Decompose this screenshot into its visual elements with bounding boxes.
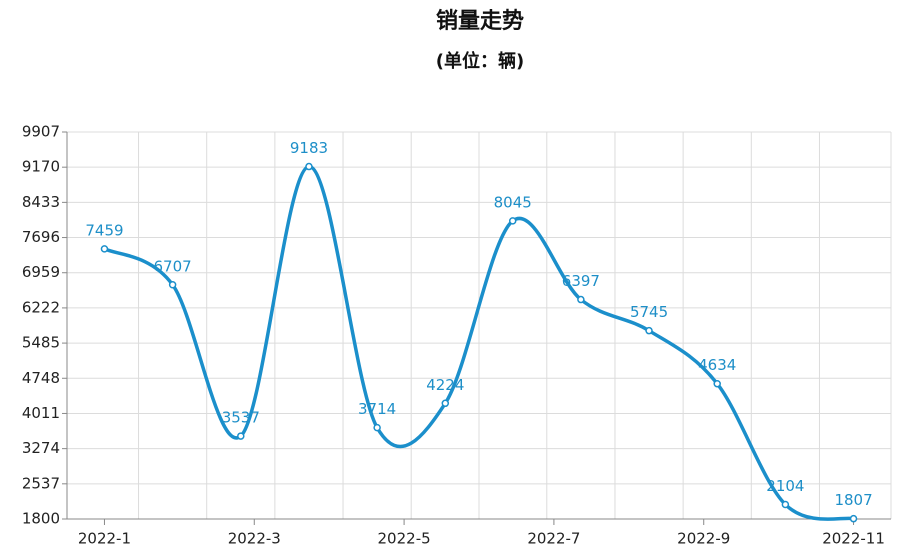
y-tick-label: 4011 (22, 404, 60, 422)
y-tick-label: 7696 (22, 228, 60, 246)
point (645, 326, 653, 335)
y-tick-label: 9907 (22, 123, 60, 141)
point (100, 245, 109, 253)
x-tick-label: 2022-11 (822, 530, 885, 548)
data-label: 4224 (426, 376, 464, 394)
point (305, 162, 313, 171)
x-tick-label: 2022-3 (228, 530, 281, 548)
point (577, 295, 585, 304)
point (508, 217, 517, 225)
y-tick-label: 5485 (22, 334, 60, 352)
data-label: 3714 (358, 400, 396, 418)
point (713, 379, 721, 388)
data-label: 4634 (698, 356, 736, 374)
data-label: 9183 (290, 139, 328, 157)
y-tick-label: 6222 (22, 298, 60, 316)
x-tick-label: 2022-1 (78, 530, 131, 548)
y-tick-label: 1800 (22, 510, 60, 528)
y-tick-label: 9170 (22, 158, 60, 176)
x-tick-label: 2022-9 (677, 530, 730, 548)
data-label: 8045 (494, 193, 532, 211)
data-label: 6707 (154, 257, 192, 275)
data-label: 5745 (630, 303, 668, 321)
point (237, 432, 245, 440)
chart-title: 销量走势 (436, 8, 524, 34)
point (441, 399, 450, 408)
data-label: 1807 (834, 491, 872, 509)
data-label: 7459 (85, 221, 123, 239)
point (373, 423, 381, 432)
line (103, 164, 854, 521)
y-tick-label: 8433 (22, 193, 60, 211)
point (781, 500, 790, 509)
y-tick-label: 2537 (22, 474, 60, 492)
chart-subtitle: (单位：辆) (436, 50, 524, 72)
y-tick-label: 3274 (22, 439, 60, 457)
point (168, 281, 177, 289)
data-label: 3537 (222, 409, 260, 427)
data-label: 6397 (562, 272, 600, 290)
x-tick-label: 2022-5 (378, 530, 431, 548)
data-label: 2104 (766, 477, 804, 495)
y-tick-label: 6959 (22, 263, 60, 281)
y-tick-label: 4748 (22, 369, 60, 387)
x-tick-label: 2022-7 (527, 530, 580, 548)
point (849, 514, 858, 523)
